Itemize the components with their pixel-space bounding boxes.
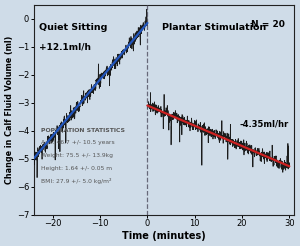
- Text: Plantar Stimulation: Plantar Stimulation: [162, 23, 266, 32]
- Text: N = 20: N = 20: [251, 20, 285, 29]
- Text: -4.35ml/hr: -4.35ml/hr: [240, 120, 289, 128]
- Text: Weight: 75.5 +/- 13.9kg: Weight: 75.5 +/- 13.9kg: [41, 153, 113, 158]
- Text: +12.1ml/h: +12.1ml/h: [39, 43, 91, 52]
- Text: Height: 1.64 +/- 0.05 m: Height: 1.64 +/- 0.05 m: [41, 166, 112, 170]
- Text: BMI: 27.9 +/- 5.0 kg/m²: BMI: 27.9 +/- 5.0 kg/m²: [41, 178, 112, 184]
- Text: Quiet Sitting: Quiet Sitting: [39, 23, 107, 32]
- Text: Age: 46.7 +/- 10.5 years: Age: 46.7 +/- 10.5 years: [41, 140, 115, 145]
- Y-axis label: Change in Calf Fluid Volume (ml): Change in Calf Fluid Volume (ml): [5, 35, 14, 184]
- Text: POPULATION STATISTICS: POPULATION STATISTICS: [41, 128, 125, 133]
- X-axis label: Time (minutes): Time (minutes): [122, 231, 206, 241]
